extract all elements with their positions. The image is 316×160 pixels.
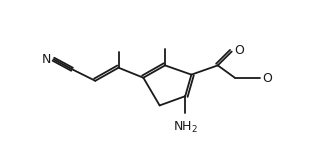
Text: N: N [42, 53, 51, 66]
Text: O: O [262, 72, 272, 85]
Text: NH$_2$: NH$_2$ [173, 120, 198, 135]
Text: O: O [234, 44, 244, 57]
